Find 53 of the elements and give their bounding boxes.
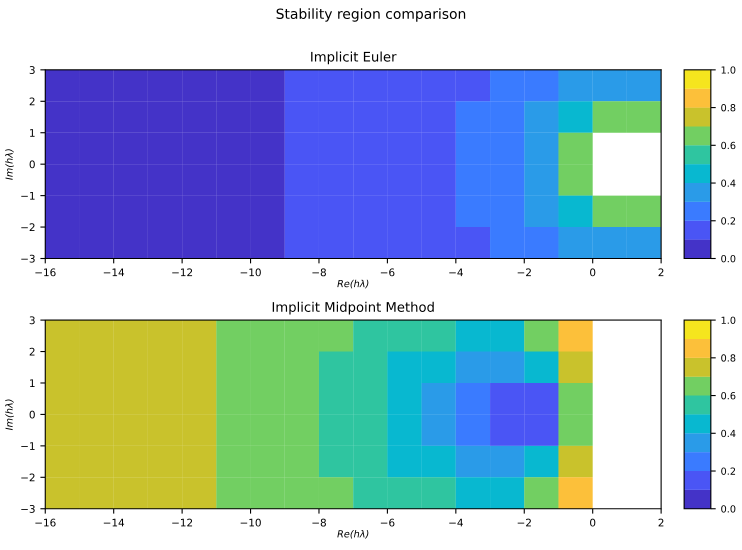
x-axis-title: Re(hλ): [337, 530, 368, 539]
color-bar-label: 0.0: [721, 505, 736, 513]
color-bar-label: 0.2: [721, 217, 736, 225]
y-tick-label: 2: [30, 98, 34, 106]
color-bar-label: 1.0: [722, 316, 736, 324]
x-tick-label: −8: [312, 268, 326, 276]
x-tick-label: 2: [658, 518, 664, 526]
chart-title: Implicit Midpoint Method: [272, 302, 434, 315]
y-tick-label: 0: [30, 160, 35, 168]
y-axis-title: Im(hλ): [5, 400, 14, 430]
x-axis-title: Re(hλ): [337, 280, 368, 288]
x-tick-label: −10: [240, 268, 261, 276]
color-bar-label: 0.8: [721, 354, 736, 362]
y-tick-label: 1: [30, 379, 35, 387]
x-tick-label: −4: [449, 518, 463, 526]
color-bar-label: 0.8: [721, 104, 736, 112]
x-tick-label: −14: [104, 518, 124, 526]
color-bar-label: 0.4: [721, 430, 736, 438]
y-tick-label: 3: [30, 316, 35, 324]
y-tick-label: −2: [21, 474, 34, 482]
x-tick-label: −12: [172, 518, 192, 526]
color-bar-label: 0.6: [721, 142, 736, 150]
x-tick-label: 2: [658, 268, 664, 276]
x-tick-label: −14: [104, 268, 124, 276]
x-tick-label: −6: [380, 518, 394, 527]
y-tick-label: −3: [21, 254, 35, 263]
x-tick-label: 0: [590, 518, 596, 527]
x-tick-label: 0: [590, 268, 596, 276]
x-tick-label: −6: [380, 268, 394, 276]
x-tick-label: −16: [35, 268, 56, 276]
color-bar-label: 0.6: [721, 392, 736, 400]
x-tick-label: −8: [312, 518, 326, 527]
y-tick-label: 0: [30, 410, 35, 419]
x-tick-label: −4: [449, 268, 463, 276]
text: Stability region comparison: [276, 8, 466, 22]
y-tick-label: −1: [21, 192, 35, 200]
color-bar-label: 0.2: [721, 468, 736, 475]
x-tick-label: −10: [240, 518, 261, 527]
chart-title: Implicit Euler: [311, 51, 397, 64]
x-tick-label: −12: [172, 268, 192, 276]
color-bar-label: 1.0: [722, 66, 736, 74]
y-tick-label: 3: [30, 66, 35, 74]
y-tick-label: −2: [21, 223, 34, 232]
x-tick-label: −16: [35, 518, 56, 527]
y-axis-title: Im(hλ): [5, 149, 14, 180]
x-tick-label: −2: [518, 268, 531, 276]
x-tick-label: −2: [518, 518, 531, 526]
color-bar-label: 0.0: [721, 254, 736, 262]
y-tick-label: 1: [30, 129, 35, 137]
y-tick-label: 2: [30, 348, 34, 356]
y-tick-label: −1: [21, 442, 35, 450]
color-bar-label: 0.4: [721, 180, 736, 187]
y-tick-label: −3: [21, 504, 35, 513]
